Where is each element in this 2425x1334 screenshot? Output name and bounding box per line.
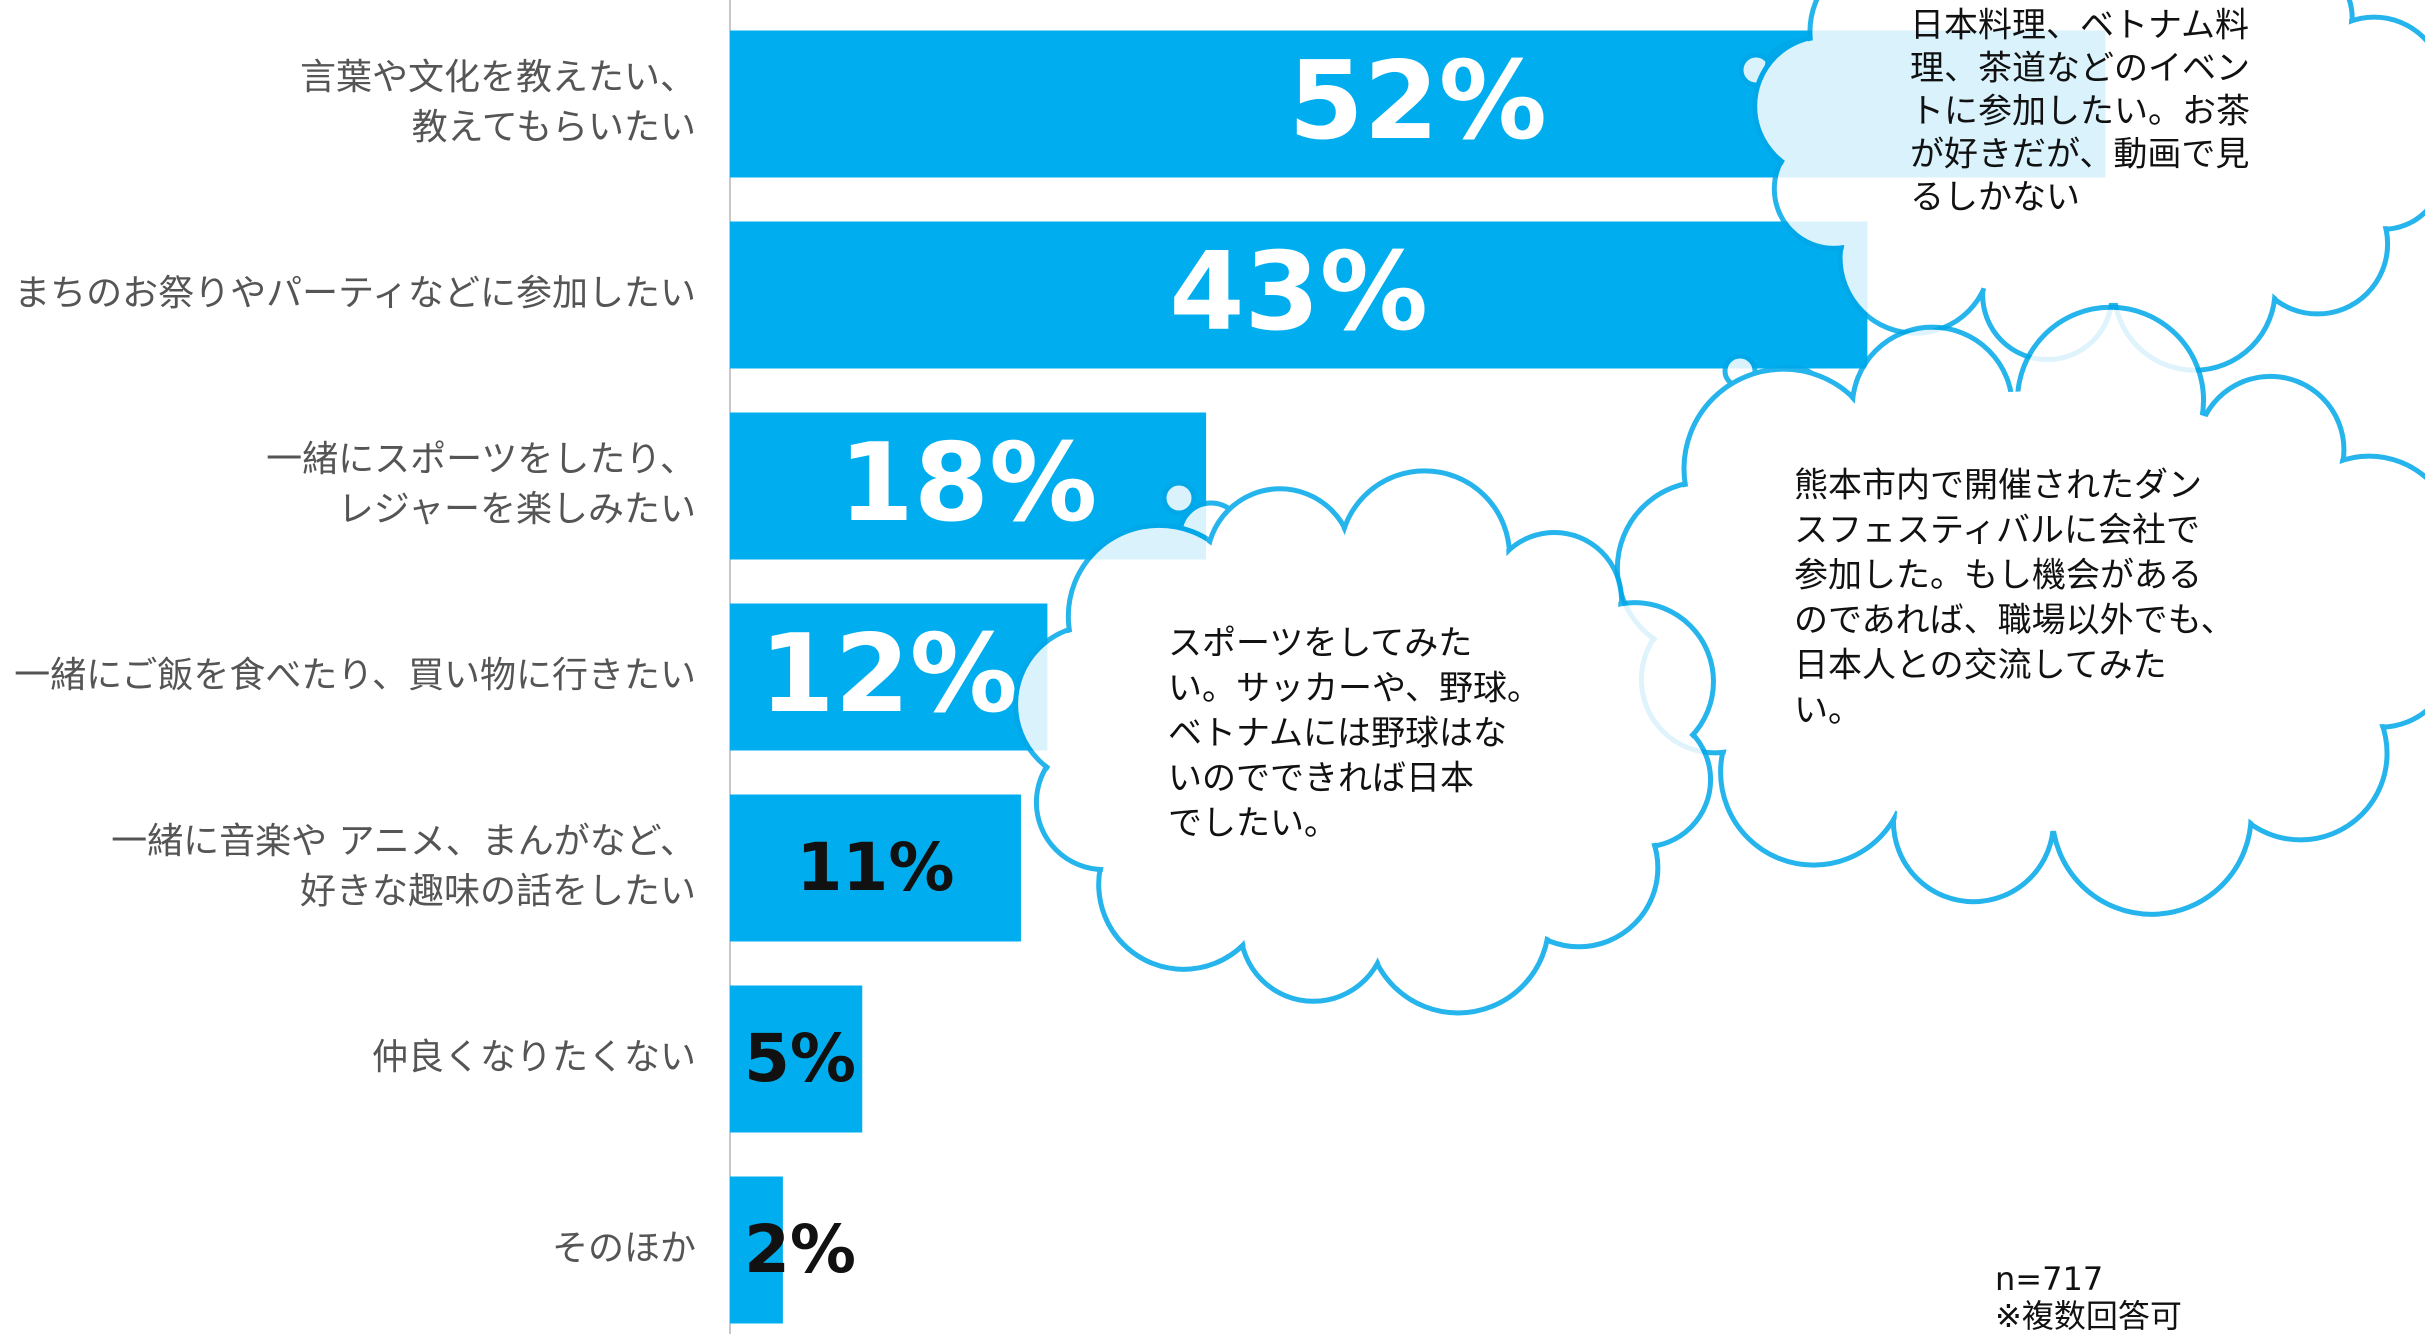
annotation-text: トに参加したい。お茶 <box>1910 92 2250 132</box>
category-label: 教えてもらいたい <box>412 107 696 148</box>
bar <box>730 794 1021 942</box>
annotation-text: 日本人との交流してみた <box>1794 646 2167 686</box>
cloud <box>1738 0 2425 373</box>
annotation-text: 日本料理、ベトナム料 <box>1910 6 2249 46</box>
cloud-body <box>1814 0 2394 303</box>
annotation-text: 参加した。もし機会がある <box>1794 556 2202 596</box>
category-label: 一緒にご飯を食べたり、買い物に行きたい <box>14 655 696 696</box>
value-label: 2% <box>744 1211 856 1288</box>
annotation-text: 熊本市内で開催されたダン <box>1794 466 2202 506</box>
annotation-text: のであれば、職場以外でも、 <box>1794 601 2235 641</box>
cloud-body <box>1084 547 1654 937</box>
annotation-text: が好きだが、動画で見 <box>1910 135 2249 175</box>
annotation-text: るしかない <box>1910 178 2080 218</box>
category-label: 仲良くなりたくない <box>372 1037 696 1078</box>
category-label: レジャーを楽しみたい <box>338 489 696 530</box>
annotation-text: 理、茶道などのイベン <box>1910 49 2250 89</box>
annotation-text: スポーツをしてみた <box>1168 624 1472 664</box>
category-label: 一緒にスポーツをしたり、 <box>266 439 696 480</box>
value-label: 43% <box>1169 230 1428 355</box>
annotation-text: スフェスティバルに会社で <box>1794 511 2200 551</box>
cloud <box>1013 468 1716 1016</box>
value-label: 12% <box>759 612 1018 737</box>
value-label: 5% <box>744 1020 856 1097</box>
annotation-text: ベトナムには野球はな <box>1168 714 1507 754</box>
category-label: 言葉や文化を教えたい、 <box>300 57 696 98</box>
footnote: n=717 <box>1995 1260 2103 1298</box>
cloud-body <box>1692 391 2392 831</box>
category-label: そのほか <box>552 1228 696 1269</box>
footnote: ※複数回答可 <box>1995 1297 2182 1334</box>
value-label: 18% <box>839 421 1098 546</box>
bar <box>730 1176 783 1324</box>
category-label: 好きな趣味の話をしたい <box>300 871 696 912</box>
annotation-text: い。サッカーや、野球。 <box>1168 669 1541 709</box>
bar <box>730 603 1048 751</box>
annotation-text: でしたい。 <box>1168 804 1338 844</box>
category-label: まちのお祭りやパーティなどに参加したい <box>14 273 696 314</box>
value-label: 11% <box>796 829 954 906</box>
value-label: 52% <box>1288 39 1547 164</box>
annotation-text: い。 <box>1794 691 1862 731</box>
annotation-text: いのでできれば日本 <box>1168 759 1474 799</box>
category-label: 一緒に音楽や アニメ、まんがなど、 <box>111 821 696 862</box>
cloud-bubble <box>1161 480 1197 516</box>
bar <box>730 985 863 1133</box>
bar <box>730 221 1868 369</box>
